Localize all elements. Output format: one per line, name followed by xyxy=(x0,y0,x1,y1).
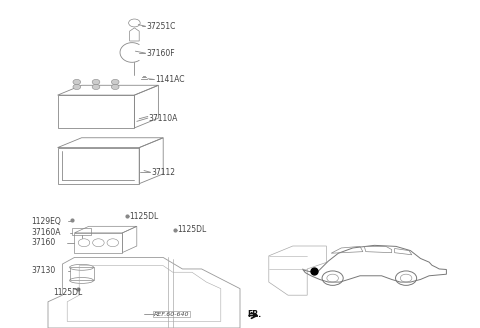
Text: 1129EQ: 1129EQ xyxy=(31,217,61,226)
Circle shape xyxy=(111,84,119,90)
Text: 37110A: 37110A xyxy=(149,113,178,123)
Circle shape xyxy=(111,79,119,85)
Circle shape xyxy=(73,79,81,85)
Circle shape xyxy=(73,84,81,90)
Text: 37112: 37112 xyxy=(151,168,175,177)
Text: 37160F: 37160F xyxy=(146,49,175,58)
Text: FR.: FR. xyxy=(247,310,261,319)
Text: 37130: 37130 xyxy=(31,266,56,275)
Text: 1125DL: 1125DL xyxy=(130,212,159,221)
Text: 1141AC: 1141AC xyxy=(155,75,184,84)
Bar xyxy=(70,267,94,280)
Text: 37160: 37160 xyxy=(31,238,56,247)
Text: REF.60-640: REF.60-640 xyxy=(154,312,189,317)
Text: 37160A: 37160A xyxy=(31,228,60,237)
Circle shape xyxy=(92,79,100,85)
Text: 1125DL: 1125DL xyxy=(178,225,207,234)
Text: 1125DL: 1125DL xyxy=(53,288,82,297)
Circle shape xyxy=(92,84,100,90)
Text: 37251C: 37251C xyxy=(146,22,176,31)
